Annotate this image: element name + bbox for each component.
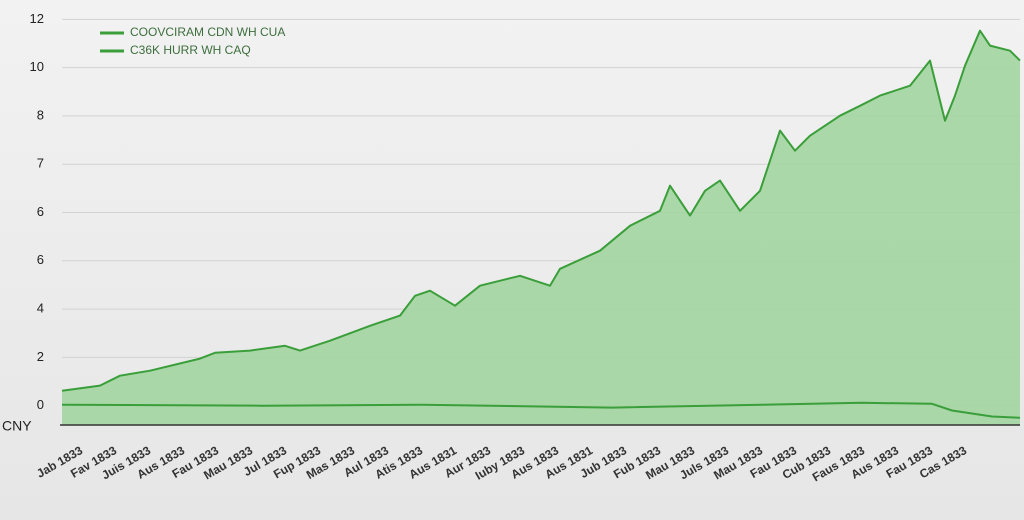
y-tick-label: 6	[37, 204, 44, 219]
y-tick-label: 7	[37, 156, 44, 171]
area	[62, 30, 1020, 425]
legend-label: COOVCIRAM CDN WH CUA	[130, 25, 285, 39]
y-tick-label: 0	[37, 397, 44, 412]
y-tick-label: 6	[37, 252, 44, 267]
y-tick-label: 8	[37, 107, 44, 122]
line	[61, 29, 1021, 392]
y-tick-label: 4	[37, 301, 44, 316]
y-tick-label: 10	[30, 59, 44, 74]
legend-label: C36K HURR WH CAQ	[130, 43, 251, 57]
line	[61, 401, 1021, 419]
y-tick-label: 2	[37, 349, 44, 364]
y-tick-label: 12	[30, 11, 44, 26]
y-axis-label: CNY	[2, 418, 32, 434]
